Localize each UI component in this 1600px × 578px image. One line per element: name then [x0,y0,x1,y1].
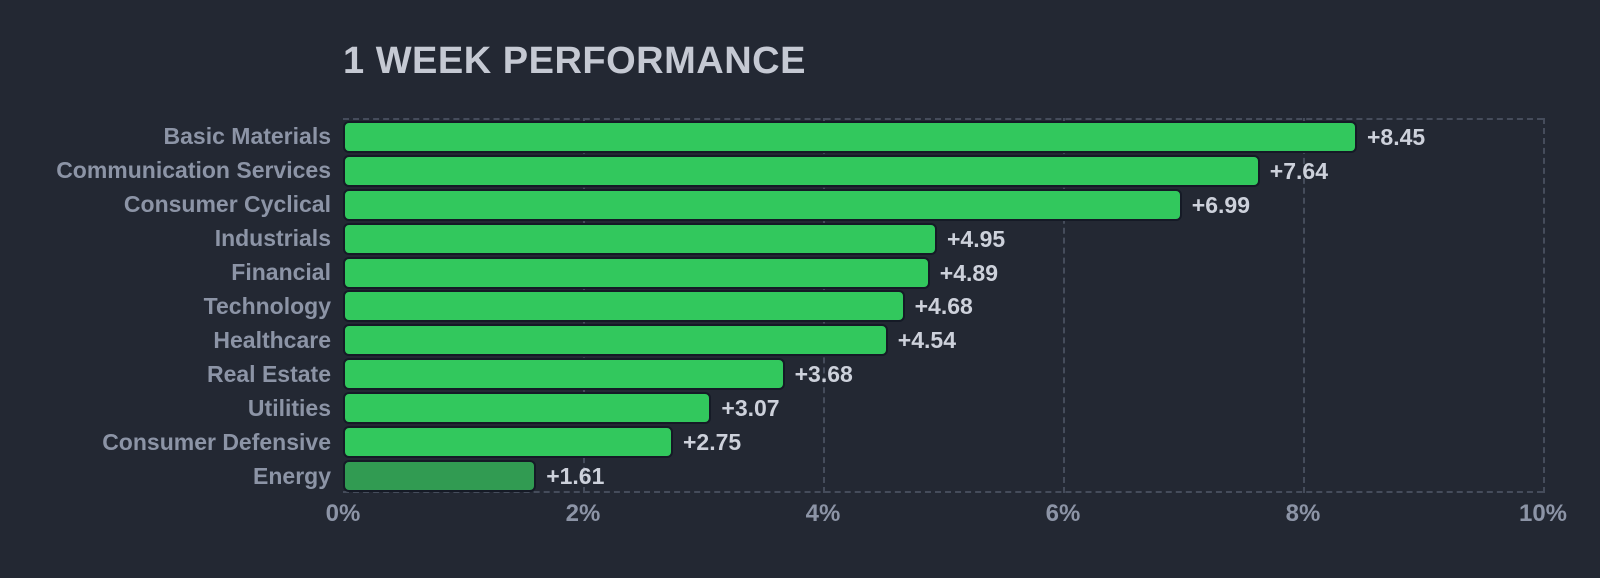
bar-row: Financial +4.89 [0,256,1543,290]
category-label: Basic Materials [163,123,331,150]
value-label: +2.75 [683,429,742,456]
chart-title: 1 WEEK PERFORMANCE [343,40,806,82]
category-label: Consumer Defensive [102,428,331,455]
bar-row: Energy +1.61 [0,459,1543,493]
bar [343,460,537,493]
value-label: +6.99 [1191,191,1250,218]
category-label: Real Estate [206,360,331,387]
bar-track: +1.61 [343,460,1543,493]
bar [343,256,930,289]
bar [343,222,937,255]
bar-track: +4.54 [343,324,1543,357]
value-label: +4.68 [914,293,973,320]
x-tick-label: 4% [805,500,841,527]
bar-row: Consumer Defensive +2.75 [0,425,1543,459]
value-label: +3.07 [721,395,780,422]
bar [343,120,1357,153]
bar [343,358,785,391]
bar [343,290,905,323]
bar [343,324,888,357]
x-tick-label: 0% [325,500,361,527]
value-label: +4.54 [897,327,956,354]
bar-track: +7.64 [343,154,1543,187]
value-label: +4.89 [939,259,998,286]
value-label: +7.64 [1269,157,1328,184]
bar-track: +8.45 [343,120,1543,153]
bar-track: +3.07 [343,392,1543,425]
x-tick-label: 10% [1518,500,1568,527]
x-tick-label: 8% [1285,500,1321,527]
category-label: Technology [203,292,331,319]
bar-row: Healthcare +4.54 [0,323,1543,357]
bar-track: +3.68 [343,358,1543,391]
bar [343,392,712,425]
bar [343,188,1182,221]
category-label: Industrials [214,225,331,252]
bar-row: Real Estate +3.68 [0,357,1543,391]
bar-track: +4.89 [343,256,1543,289]
value-label: +4.95 [947,225,1006,252]
bar [343,154,1260,187]
value-label: +1.61 [546,463,605,490]
bar-track: +6.99 [343,188,1543,221]
category-label: Energy [253,462,331,489]
bar [343,426,673,459]
gridline-10pct [1543,118,1545,493]
bar-row: Industrials +4.95 [0,222,1543,256]
bar-row: Consumer Cyclical +6.99 [0,188,1543,222]
gridline-6pct [1063,118,1065,493]
bar-track: +2.75 [343,426,1543,459]
x-axis: 0% 2% 4% 6% 8% 10% [326,500,1567,534]
category-label: Utilities [247,394,331,421]
plot-bottom-border [343,491,1543,493]
bar-row: Communication Services +7.64 [0,154,1543,188]
bar-row: Utilities +3.07 [0,391,1543,425]
category-label: Healthcare [213,326,331,353]
value-label: +3.68 [794,361,853,388]
bar-track: +4.68 [343,290,1543,323]
category-label: Communication Services [56,157,331,184]
gridline-8pct [1303,118,1305,493]
bar-track: +4.95 [343,222,1543,255]
plot-top-border [343,118,1543,120]
bar-row: Basic Materials +8.45 [0,120,1543,154]
bar-rows: Basic Materials +8.45 Communication Servic… [0,120,1543,493]
category-label: Financial [231,259,331,286]
bar-row: Technology +4.68 [0,290,1543,324]
category-label: Consumer Cyclical [123,191,331,218]
x-tick-label: 6% [1045,500,1081,527]
x-tick-label: 2% [565,500,601,527]
value-label: +8.45 [1367,123,1426,150]
